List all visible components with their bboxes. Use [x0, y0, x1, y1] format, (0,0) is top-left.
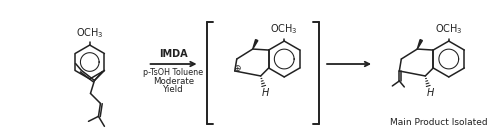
Polygon shape	[252, 40, 258, 49]
Text: Moderate: Moderate	[153, 77, 194, 86]
Text: IMDA: IMDA	[159, 49, 188, 59]
Text: OCH$_3$: OCH$_3$	[76, 26, 104, 40]
Text: p-TsOH Toluene: p-TsOH Toluene	[144, 68, 204, 77]
Text: OCH$_3$: OCH$_3$	[435, 22, 462, 36]
Text: $\oplus$: $\oplus$	[234, 63, 242, 73]
Text: H: H	[262, 88, 270, 98]
Text: H: H	[426, 88, 434, 98]
Text: Yield: Yield	[163, 85, 184, 94]
Text: Main Product Isolated: Main Product Isolated	[390, 118, 488, 127]
Text: OCH$_3$: OCH$_3$	[270, 22, 298, 36]
Polygon shape	[418, 40, 422, 49]
